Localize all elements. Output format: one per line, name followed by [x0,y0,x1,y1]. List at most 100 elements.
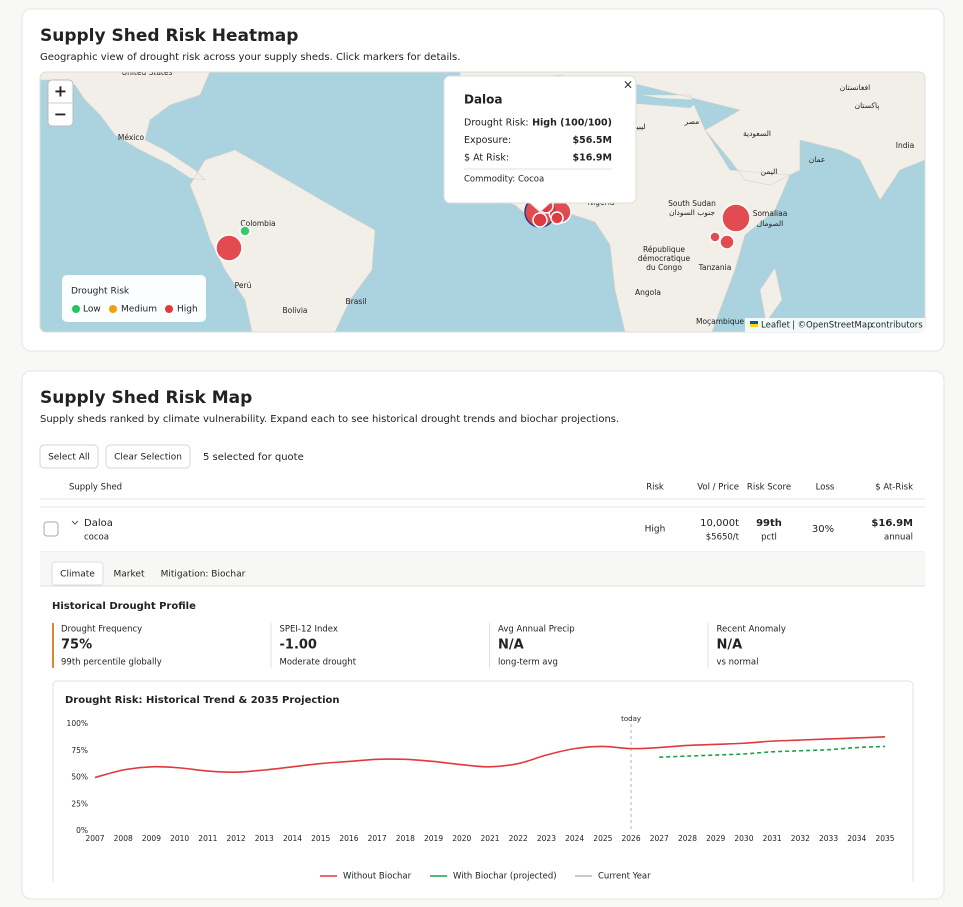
zoom-out[interactable]: − [54,105,67,124]
popup-label: Exposure: [464,135,511,146]
tab[interactable]: Market [114,570,145,580]
x-tick-label: 2011 [198,834,217,843]
map-marker[interactable] [239,225,251,237]
map-label: Colombia [240,219,275,228]
chart: Drought Risk: Historical Trend & 2035 Pr… [65,695,895,882]
stat-label: Avg Annual Precip [498,625,575,635]
x-tick-label: 2012 [227,834,246,843]
cell-at-risk-period: annual [884,533,913,543]
cell-loss: 30% [812,524,834,535]
table: Supply Shed Risk Vol / Price Risk Score Loss… [40,483,925,553]
x-tick-label: 2030 [734,834,753,843]
map-label: اليمن [761,167,778,176]
map-label: Bolivia [282,306,307,315]
x-tick-label: 2016 [339,834,358,843]
stat-note: Moderate drought [280,658,357,668]
map-marker[interactable] [215,234,243,262]
map-marker[interactable] [532,212,548,228]
map-label: Perú [235,281,252,290]
chart-title: Drought Risk: Historical Trend & 2035 Pr… [65,695,340,706]
x-tick-label: 2028 [678,834,697,843]
column-header: Loss [816,483,835,493]
expand-chevron[interactable] [71,520,79,525]
x-tick-label: 2035 [875,834,894,843]
y-tick-label: 50% [71,773,88,782]
x-tick-label: 2015 [311,834,330,843]
legend-dot [72,305,80,313]
map-marker[interactable] [719,234,735,250]
stat-value: -1.00 [280,638,317,653]
map-label: South Sudan [668,199,716,208]
popup-close[interactable]: × [623,78,633,92]
column-header: $ At-Risk [875,483,913,493]
stat-note: vs normal [717,658,759,668]
tab[interactable]: Mitigation: Biochar [161,570,246,580]
map-label: Moçambique [696,317,744,326]
map-marker[interactable] [721,203,751,233]
map-marker[interactable] [550,211,564,225]
legend-label: With Biochar (projected) [453,872,557,882]
map-label: India [896,141,914,150]
x-tick-label: 2024 [565,834,584,843]
map-label: Brasil [346,297,367,306]
zoom-in[interactable]: + [54,82,67,101]
map-label: Tanzania [698,263,732,272]
map-label: République [643,245,685,254]
x-tick-label: 2021 [480,834,499,843]
map-labels: United States México Colombia Perú Bolivia Br… [118,72,914,326]
y-tick-label: 25% [71,799,88,808]
column-header: Risk Score [747,483,791,493]
attribution-link[interactable]: OpenStreetMap [806,321,872,331]
stats: Drought Frequency 75% 99th percentile glob… [52,623,786,668]
attribution-text: | © [792,321,806,331]
column-header: Supply Shed [69,483,122,493]
cell-risk-score-unit: pctl [761,533,777,543]
map-label: جنوب السودان [669,208,715,217]
x-tick-label: 2022 [509,834,528,843]
button-label[interactable]: Clear Selection [114,453,182,463]
tab-active[interactable] [51,561,104,586]
popup: × Daloa Drought Risk: High (100/100) Expos… [443,75,637,213]
cell-at-risk: $16.9M [871,518,913,529]
stat-value: N/A [717,638,743,653]
legend-dot [165,305,173,313]
y-tick-label: 0% [76,826,88,835]
row-checkbox[interactable] [43,521,59,537]
cell-commodity: cocoa [84,533,109,543]
x-tick-label: 2019 [424,834,443,843]
map-marker[interactable] [709,231,721,243]
attribution-link[interactable]: Leaflet [761,321,791,331]
map-label: Somaliaa [753,209,788,218]
x-tick-label: 2026 [622,834,641,843]
x-tick-label: 2020 [452,834,471,843]
popup-title: Daloa [464,93,503,107]
column-header: Vol / Price [697,483,739,493]
button-label[interactable]: Select All [48,453,90,463]
stat-border [489,623,490,668]
card-title: Supply Shed Risk Map [40,388,252,408]
tab[interactable]: Climate [60,570,95,580]
legend-title: Drought Risk [71,287,130,297]
chart-box [52,680,914,892]
map-label: افغانستان [840,83,870,92]
map[interactable]: United States México Colombia Perú Bolivia Br… [40,68,925,332]
cell-risk: High [645,525,666,535]
x-tick-label: 2025 [593,834,612,843]
map-label: du Congo [646,263,682,272]
tabs: Climate Market Mitigation: Biochar [60,570,245,580]
stat-border [707,623,709,668]
annotation-label: today [621,715,641,723]
stat-label: Recent Anomaly [717,625,786,635]
y-tick-label: 75% [71,746,88,755]
stat-border [270,623,272,668]
x-tick-label: 2013 [255,834,274,843]
button[interactable] [39,444,99,469]
stat-value: 75% [61,638,92,653]
x-tick-label: 2009 [142,834,161,843]
cell-volume: 10,000t [700,518,739,529]
map-label: مصر [684,117,700,126]
button[interactable] [105,444,191,469]
card-title: Supply Shed Risk Heatmap [40,26,298,46]
x-tick-label: 2023 [537,834,556,843]
